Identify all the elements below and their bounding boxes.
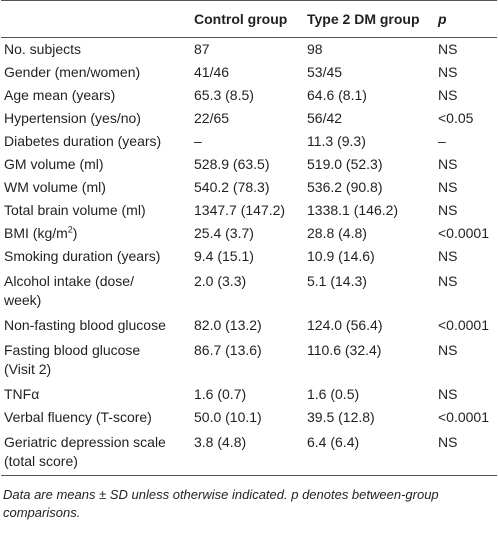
footnote: Data are means ± SD unless otherwise ind… (3, 487, 439, 520)
cell-text: ) (72, 225, 78, 241)
table-cell: Smoking duration (years) (4, 248, 161, 264)
cell-line: Alcohol intake (dose/ (4, 273, 134, 289)
table-cell: 39.5 (12.8) (307, 409, 375, 425)
table-row: Gender (men/women) 41/46 53/45 NS (1, 61, 497, 84)
table-cell: No. subjects (4, 41, 82, 57)
table-cell: Total brain volume (ml) (4, 202, 146, 218)
table-cell: NS (438, 386, 458, 402)
header-cell: p (435, 0, 497, 38)
table-cell: 82.0 (13.2) (194, 317, 262, 333)
table-cell: – (194, 133, 202, 149)
table-cell: 2.0 (3.3) (194, 273, 247, 289)
table-cell: 64.6 (8.1) (307, 87, 367, 103)
table-row: No. subjects 87 98 NS (1, 38, 497, 62)
table-row: Age mean (years) 65.3 (8.5) 64.6 (8.1) NS (1, 84, 497, 107)
table-cell: 87 (194, 41, 210, 57)
table-cell: 1347.7 (147.2) (194, 202, 286, 218)
table-cell: Alcohol intake (dose/week) (1, 268, 191, 314)
table-cell: <0.0001 (438, 317, 489, 333)
table-cell: 11.3 (9.3) (307, 133, 366, 149)
table-cell: 1.6 (0.5) (307, 386, 360, 402)
table-row: Hypertension (yes/no) 22/65 56/42 <0.05 (1, 107, 497, 130)
table-cell: NS (438, 87, 458, 103)
table-cell: 25.4 (3.7) (194, 225, 254, 241)
table-cell: Verbal fluency (T-score) (4, 409, 152, 425)
table-cell: 53/45 (307, 64, 343, 80)
table-row: TNFα 1.6 (0.7) 1.6 (0.5) NS (1, 383, 497, 406)
table-cell: BMI (kg/m2) (1, 222, 191, 245)
table-cell: 28.8 (4.8) (307, 225, 367, 241)
data-table: Control group Type 2 DM group p No. subj… (1, 0, 497, 476)
table-cell: 9.4 (15.1) (194, 248, 254, 264)
table-cell: NS (438, 41, 458, 57)
table-cell: 1338.1 (146.2) (307, 202, 399, 218)
table-cell: 3.8 (4.8) (191, 429, 304, 476)
cell-line: (Visit 2) (4, 361, 52, 377)
table-row: WM volume (ml) 540.2 (78.3) 536.2 (90.8) NS (1, 176, 497, 199)
cell-line: (total score) (4, 453, 78, 469)
table-cell: Gender (men/women) (4, 64, 141, 80)
table-cell: NS (438, 248, 458, 264)
table-cell: 10.9 (14.6) (307, 248, 375, 264)
table-cell: <0.0001 (438, 225, 489, 241)
table-cell: <0.0001 (438, 409, 489, 425)
table-row: Geriatric depression scale (total score) 3… (1, 429, 497, 476)
table-cell: Non-fasting blood glucose (4, 317, 166, 333)
table-cell: 124.0 (56.4) (307, 317, 383, 333)
table-cell: 98 (307, 41, 323, 57)
table-cell: <0.05 (438, 110, 474, 126)
table-cell: NS (438, 273, 458, 289)
header-cell: Control group (191, 0, 304, 38)
table-cell: NS (438, 202, 458, 218)
table-cell: Geriatric depression scale (total score) (1, 429, 191, 476)
cell-text: BMI (kg/m (4, 225, 68, 241)
table-row: Non-fasting blood glucose 82.0 (13.2) 124.… (1, 314, 497, 337)
table-cell: Hypertension (yes/no) (4, 110, 141, 126)
table-cell: 22/65 (194, 110, 230, 126)
table-cell: 5.1 (14.3) (307, 273, 367, 289)
table-row: Diabetes duration (years) – 11.3 (9.3) – (1, 130, 497, 153)
table-cell: 536.2 (90.8) (307, 179, 383, 195)
table-cell: Fasting blood glucose (Visit 2) (1, 337, 191, 383)
table-cell: 86.7 (13.6) (194, 342, 262, 358)
table-cell: 56/42 (307, 110, 343, 126)
table-cell: 519.0 (52.3) (307, 156, 383, 172)
table-cell: 1.6 (0.7) (194, 386, 247, 402)
table-cell: NS (438, 179, 458, 195)
table-cell: Diabetes duration (years) (4, 133, 162, 149)
cell-line: Geriatric depression scale (4, 434, 166, 450)
table-row: Alcohol intake (dose/week) 2.0 (3.3) 5.1 (… (1, 268, 497, 314)
cell-line: week) (4, 292, 42, 308)
table-row: Smoking duration (years) 9.4 (15.1) 10.9 (… (1, 245, 497, 268)
table-cell: 110.6 (32.4) (307, 342, 382, 358)
table-cell: GM volume (ml) (4, 156, 104, 172)
table-header: Control group Type 2 DM group p (1, 0, 497, 38)
table-body: No. subjects 87 98 NS Gender (men/women) 41/4… (1, 38, 497, 476)
table-cell: 540.2 (78.3) (194, 179, 270, 195)
table-cell: NS (435, 429, 497, 476)
superscript: 2 (67, 224, 73, 235)
table-cell: WM volume (ml) (4, 179, 106, 195)
table-cell: 50.0 (10.1) (194, 409, 262, 425)
header-row: Control group Type 2 DM group p (1, 0, 497, 38)
table-cell: NS (438, 64, 458, 80)
table-row: GM volume (ml) 528.9 (63.5) 519.0 (52.3) NS (1, 153, 497, 176)
table-cell: NS (438, 342, 458, 358)
header-cell: Type 2 DM group (304, 0, 435, 38)
table-row: Total brain volume (ml) 1347.7 (147.2) 133… (1, 199, 497, 222)
table-row: Fasting blood glucose (Visit 2) 86.7 (13.6… (1, 337, 497, 383)
table-cell: 41/46 (194, 64, 230, 80)
cell-line: Fasting blood glucose (4, 342, 141, 358)
table-cell: NS (438, 156, 458, 172)
table-row: BMI (kg/m2) 25.4 (3.7) 28.8 (4.8) <0.0001 (1, 222, 497, 245)
table-cell: Age mean (years) (4, 87, 116, 103)
table-cell: 528.9 (63.5) (194, 156, 270, 172)
table-cell: – (438, 133, 446, 149)
table-cell: 65.3 (8.5) (194, 87, 254, 103)
table-cell: 6.4 (6.4) (304, 429, 435, 476)
table-cell: TNFα (4, 386, 40, 402)
header-cell (1, 0, 191, 38)
table-row: Verbal fluency (T-score) 50.0 (10.1) 39.5 … (1, 406, 497, 429)
